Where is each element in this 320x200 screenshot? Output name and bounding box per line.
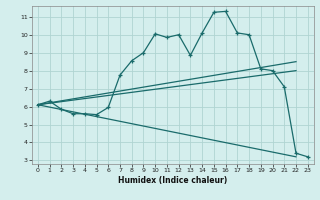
X-axis label: Humidex (Indice chaleur): Humidex (Indice chaleur): [118, 176, 228, 185]
